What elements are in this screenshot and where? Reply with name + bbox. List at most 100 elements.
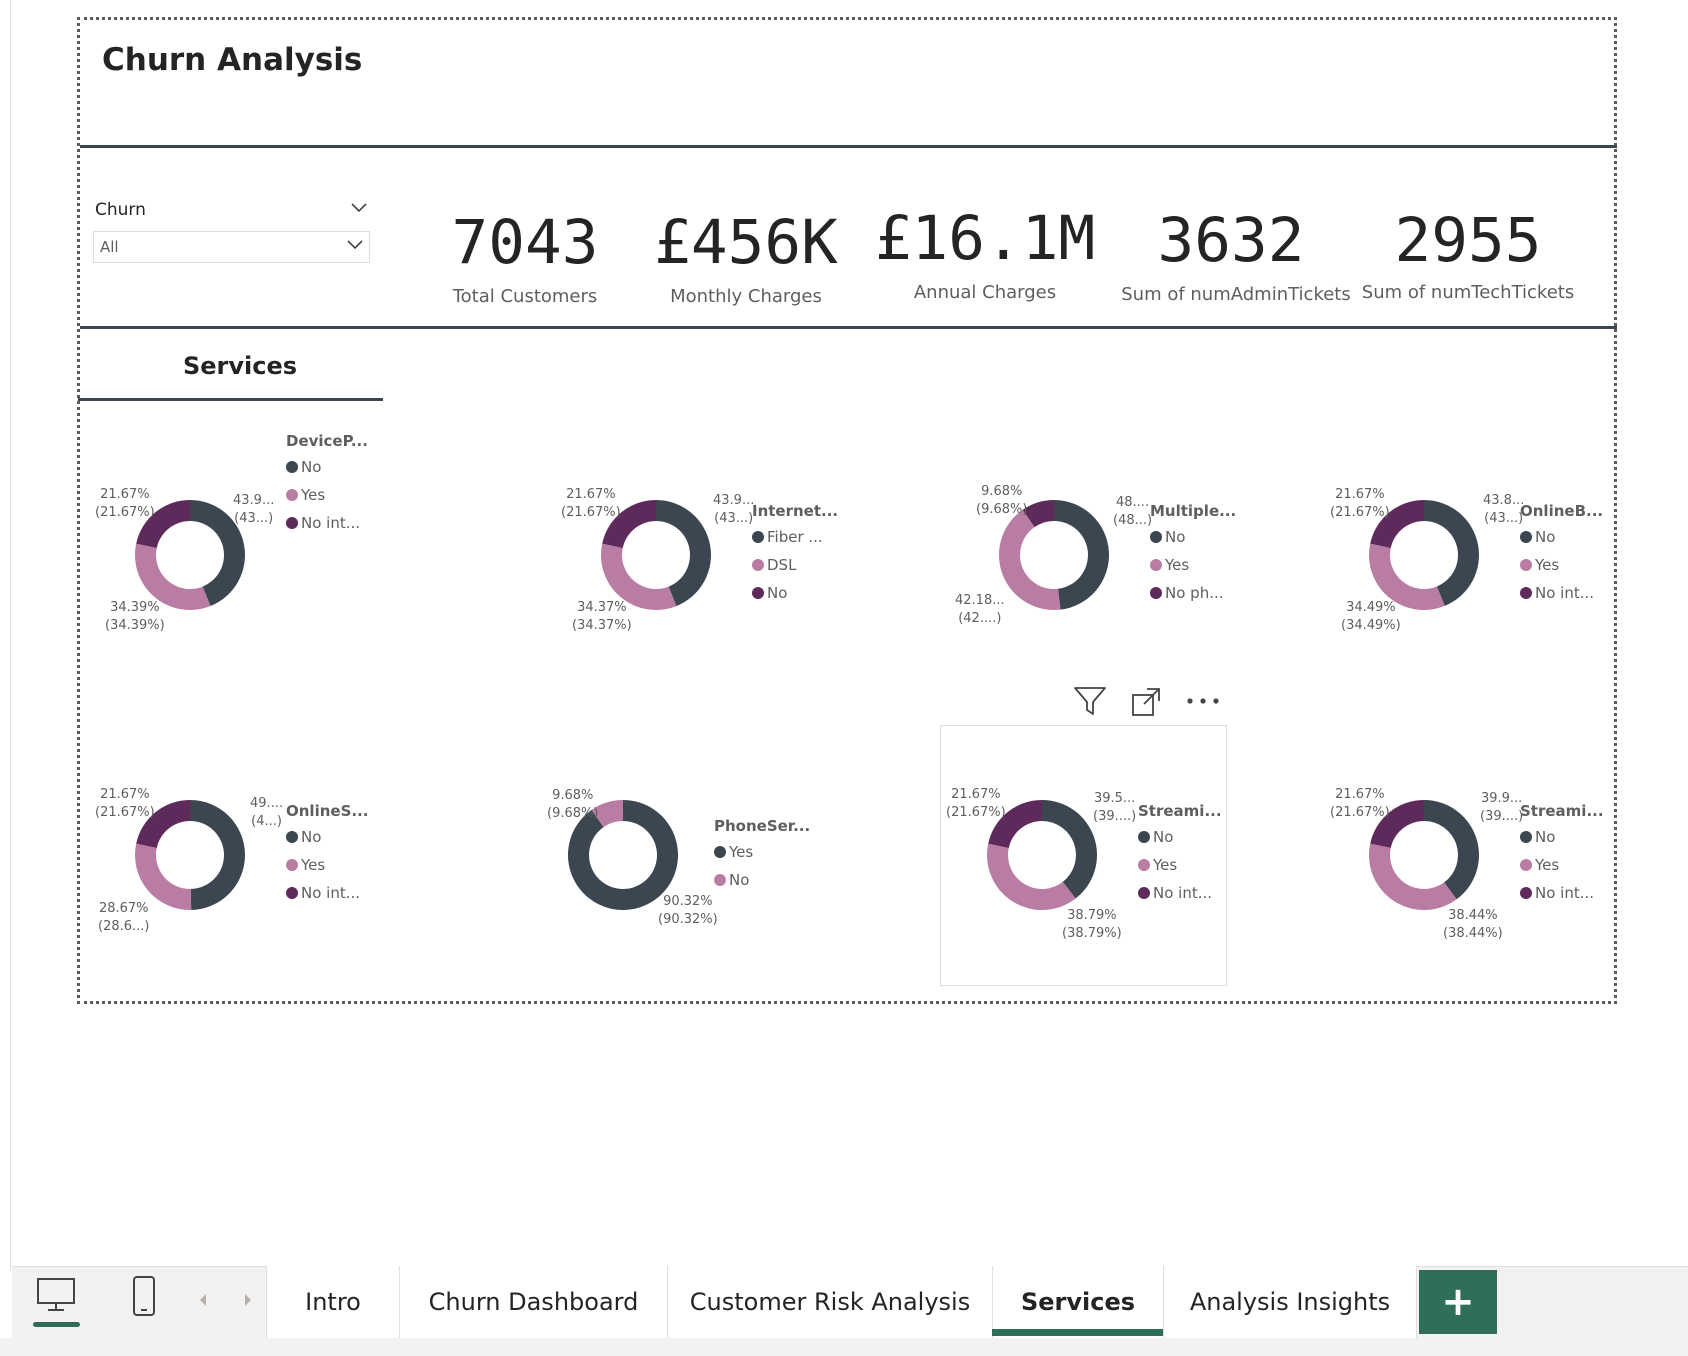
data-label-value: 42.18... [955, 593, 1005, 608]
donut-slice-no[interactable] [190, 800, 245, 910]
donut-slice-no-int[interactable] [136, 500, 190, 548]
legend-label: No [301, 458, 322, 476]
focus-mode-icon[interactable] [1131, 687, 1161, 717]
section-title: Services [182, 352, 298, 380]
donut-chart-4[interactable] [1359, 490, 1489, 620]
data-label-value: 9.68% [552, 788, 594, 803]
donut-slice-yes[interactable] [999, 509, 1061, 610]
legend-item[interactable]: Yes [286, 486, 368, 504]
legend-item[interactable]: No int... [1520, 584, 1603, 602]
tab-intro[interactable]: Intro [266, 1266, 399, 1338]
donut-slice-no[interactable] [591, 800, 623, 828]
donut-slice-no-int[interactable] [1370, 500, 1424, 548]
legend-item[interactable]: No int... [286, 514, 368, 532]
legend-marker [752, 559, 764, 571]
data-label: 21.67% (21.67%) [946, 786, 1006, 822]
donut-slice-yes[interactable] [135, 543, 211, 610]
kpi-label-monthly-charges: Monthly Charges [670, 286, 822, 307]
tab-analysis-insights[interactable]: Analysis Insights [1163, 1266, 1417, 1338]
donut-chart-1[interactable] [125, 490, 255, 620]
donut-chart-7[interactable] [977, 790, 1107, 920]
legend-label: No int... [1535, 884, 1595, 902]
legend-marker [1520, 587, 1532, 599]
tab-services[interactable]: Services [992, 1266, 1163, 1338]
data-label-percent: (34.49%) [1341, 618, 1401, 633]
legend-item[interactable]: No int... [1138, 884, 1222, 902]
legend-item[interactable]: Yes [286, 856, 368, 874]
donut-slice-no[interactable] [602, 500, 656, 548]
data-label: 21.67% (21.67%) [95, 786, 155, 822]
legend-item[interactable]: Yes [1520, 856, 1604, 874]
tab-customer-risk-analysis[interactable]: Customer Risk Analysis [667, 1266, 992, 1338]
report-canvas [77, 17, 1617, 1004]
donut-slice-no-int[interactable] [136, 800, 190, 848]
donut-chart-3[interactable] [989, 490, 1119, 620]
data-label-value: 90.32% [663, 894, 713, 909]
legend-item[interactable]: No [752, 584, 838, 602]
donut-slice-yes[interactable] [135, 843, 192, 910]
donut-slice-no[interactable] [1042, 800, 1097, 899]
donut-slice-no[interactable] [1054, 500, 1109, 610]
add-page-button[interactable]: + [1419, 1270, 1497, 1334]
data-label-percent: (21.67%) [1330, 805, 1390, 820]
donut-chart-8[interactable] [1359, 790, 1489, 920]
churn-slicer-dropdown[interactable]: All [93, 231, 370, 263]
legend-item[interactable]: DSL [752, 556, 838, 574]
data-label-value: 39.5... [1093, 791, 1136, 806]
data-label-value: 34.37% [577, 600, 627, 615]
legend-item[interactable]: Yes [714, 843, 810, 861]
legend-item[interactable]: Fiber ... [752, 528, 838, 546]
donut-slice-no-int[interactable] [1370, 800, 1424, 848]
chevron-right-icon[interactable] [242, 1292, 254, 1308]
donut-slice-yes[interactable] [568, 800, 678, 910]
donut-slice-no-int[interactable] [988, 800, 1042, 848]
legend-title: OnlineS... [286, 802, 369, 820]
donut-slice-no-ph[interactable] [1022, 500, 1054, 528]
legend-item[interactable]: No [1138, 828, 1222, 846]
chevron-down-icon[interactable] [351, 203, 367, 213]
data-label: 38.79% (38.79%) [1062, 907, 1122, 943]
donut-slice-fiber[interactable] [656, 500, 711, 607]
data-label: 21.67% (21.67%) [561, 486, 621, 522]
legend-item[interactable]: Yes [1138, 856, 1222, 874]
legend-marker [752, 531, 764, 543]
donut-slice-no[interactable] [1424, 800, 1479, 900]
selected-visual-frame[interactable] [940, 725, 1227, 986]
donut-slice-no[interactable] [190, 500, 245, 607]
legend-item[interactable]: No int... [286, 884, 368, 902]
legend-item[interactable]: No [286, 828, 368, 846]
legend-item[interactable]: No int... [1520, 884, 1604, 902]
legend-item[interactable]: Yes [1150, 556, 1236, 574]
donut-chart-6[interactable] [558, 790, 688, 920]
data-label-value: 21.67% [951, 787, 1001, 802]
legend-item[interactable]: No [714, 871, 810, 889]
legend-marker [286, 461, 298, 473]
section-underline [78, 398, 383, 401]
legend-item[interactable]: No ph... [1150, 584, 1236, 602]
chevron-left-icon[interactable] [197, 1292, 209, 1308]
donut-slice-yes[interactable] [1369, 543, 1445, 610]
donut-slice-no[interactable] [1424, 500, 1479, 606]
more-options-icon[interactable] [1186, 697, 1220, 705]
chevron-down-icon[interactable] [347, 240, 363, 250]
donut-chart-2[interactable] [591, 490, 721, 620]
legend-item[interactable]: Yes [1520, 556, 1603, 574]
data-label: 43.9... (43...) [713, 492, 754, 528]
data-label: 48.... (48...) [1113, 494, 1152, 530]
desktop-view-icon[interactable] [34, 1277, 78, 1313]
donut-slice-yes[interactable] [1369, 843, 1457, 910]
legend-item[interactable]: No [1520, 528, 1603, 546]
filter-icon[interactable] [1073, 685, 1107, 717]
legend-item[interactable]: No [1150, 528, 1236, 546]
donut-slice-yes[interactable] [987, 843, 1076, 910]
page-title: Churn Analysis [102, 42, 363, 78]
legend-item[interactable]: No [286, 458, 368, 476]
mobile-view-icon[interactable] [130, 1275, 158, 1317]
kpi-divider [80, 326, 1617, 329]
data-label-value: 21.67% [566, 487, 616, 502]
donut-chart-5[interactable] [125, 790, 255, 920]
legend-item[interactable]: No [1520, 828, 1604, 846]
donut-slice-dsl[interactable] [601, 543, 677, 610]
chart-legend: Multiple... No Yes No ph... [1150, 502, 1236, 612]
tab-churn-dashboard[interactable]: Churn Dashboard [399, 1266, 667, 1338]
